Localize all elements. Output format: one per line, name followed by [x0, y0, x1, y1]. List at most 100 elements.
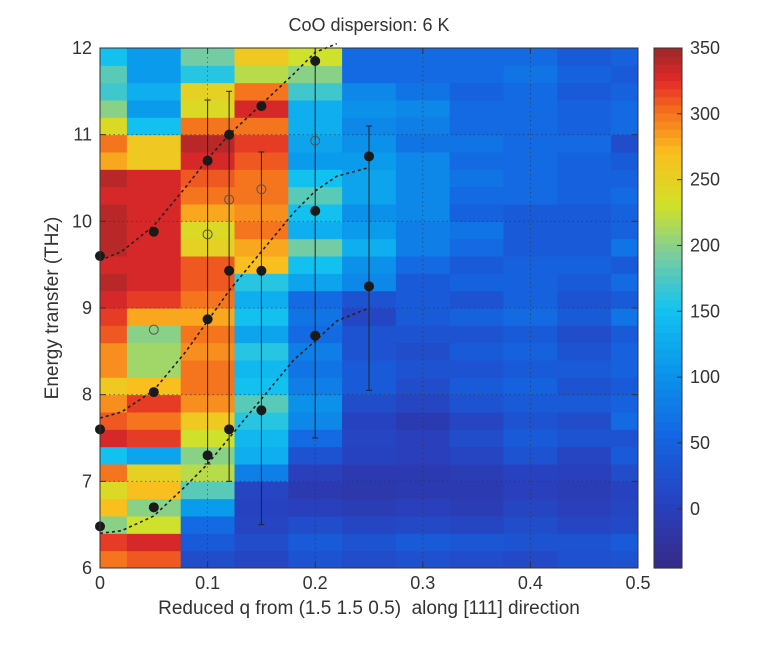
colorbar-segment	[654, 543, 682, 553]
heatmap-cell	[126, 342, 182, 361]
heatmap-cell	[557, 464, 612, 482]
heatmap-cell	[342, 533, 397, 552]
heatmap-cell	[611, 325, 639, 344]
heatmap-cell	[100, 464, 128, 482]
heatmap-cell	[503, 169, 558, 188]
heatmap-cell	[503, 186, 558, 205]
heatmap-cell	[126, 550, 182, 569]
heatmap-cell	[100, 533, 128, 552]
colorbar-tick-label: 0	[690, 499, 700, 519]
heatmap-cell	[611, 117, 639, 136]
y-tick-label: 11	[73, 125, 92, 145]
heatmap-cell	[557, 48, 612, 66]
heatmap-cell	[611, 498, 639, 517]
heatmap-cell	[126, 100, 182, 118]
colorbar-segment	[654, 186, 682, 195]
colorbar-segment	[654, 462, 682, 472]
chart-title: CoO dispersion: 6 K	[288, 15, 449, 35]
heatmap-cell	[342, 481, 397, 500]
colorbar-segment	[654, 169, 682, 179]
heatmap-cell	[234, 550, 289, 569]
colorbar-segment	[654, 478, 682, 488]
heatmap-cell	[100, 134, 128, 153]
heatmap-cell	[503, 204, 558, 222]
heatmap-cell	[100, 48, 128, 66]
colorbar-segment	[654, 535, 682, 545]
heatmap-cell	[342, 550, 397, 569]
heatmap-cell	[100, 550, 128, 569]
colorbar-segment	[654, 88, 682, 98]
heatmap-cell	[557, 204, 612, 222]
heatmap-cell	[557, 152, 612, 170]
colorbar-segment	[654, 308, 682, 317]
heatmap-cell	[342, 429, 397, 448]
heatmap-cell	[449, 238, 504, 257]
colorbar-segment	[654, 96, 682, 106]
colorbar-segment	[654, 340, 682, 350]
heatmap-cell	[100, 429, 128, 448]
heatmap-cell	[234, 82, 289, 101]
heatmap-cell	[126, 186, 182, 205]
heatmap-cell	[288, 533, 343, 552]
heatmap-cell	[126, 204, 182, 222]
heatmap-cell	[395, 533, 451, 552]
colorbar-tick-label: 250	[690, 170, 720, 190]
colorbar-tick-label: 150	[690, 301, 720, 321]
heatmap-cell	[503, 429, 558, 448]
data-point	[148, 226, 159, 237]
data-point	[224, 265, 235, 276]
colorbar-segment	[654, 454, 682, 463]
heatmap-cell	[503, 65, 558, 84]
heatmap-cell	[611, 100, 639, 118]
heatmap-cell	[557, 134, 612, 153]
heatmap-cell	[100, 481, 128, 500]
heatmap-cell	[100, 394, 128, 413]
heatmap-cell	[449, 481, 504, 500]
colorbar-segment	[654, 316, 682, 325]
colorbar-segment	[654, 194, 682, 203]
heatmap-cell	[557, 550, 612, 569]
heatmap-cell	[557, 100, 612, 118]
data-point	[202, 314, 213, 325]
heatmap-cell	[395, 117, 451, 136]
heatmap-cell	[611, 204, 639, 222]
heatmap-cell	[126, 412, 182, 430]
heatmap-cell	[395, 48, 451, 66]
colorbar-segment	[654, 259, 682, 268]
colorbar-segment	[654, 104, 682, 114]
heatmap-cell	[557, 533, 612, 552]
heatmap-cell	[449, 256, 504, 274]
heatmap-cell	[557, 117, 612, 136]
heatmap-cell	[449, 152, 504, 170]
colorbar-segment	[654, 470, 682, 480]
heatmap-cell	[126, 152, 182, 170]
heatmap-cell	[342, 82, 397, 101]
heatmap-cell	[342, 100, 397, 118]
y-tick-label: 7	[82, 471, 92, 491]
heatmap-cell	[449, 325, 504, 344]
heatmap-cell	[611, 273, 639, 292]
heatmap-cell	[395, 290, 451, 309]
heatmap-layer	[100, 48, 639, 569]
heatmap-cell	[449, 533, 504, 552]
heatmap-cell	[126, 516, 182, 534]
heatmap-cell	[503, 342, 558, 361]
heatmap-cell	[503, 221, 558, 240]
heatmap-cell	[395, 325, 451, 344]
heatmap-cell	[288, 446, 343, 465]
heatmap-cell	[342, 394, 397, 413]
colorbar: 0 50 100 150 200 250 300 350	[653, 38, 720, 569]
open-marker	[310, 135, 321, 146]
heatmap-cell	[611, 412, 639, 430]
colorbar-segment	[654, 243, 682, 252]
data-point	[202, 450, 213, 461]
heatmap-cell	[557, 82, 612, 101]
x-axis-ticks: 0 0.1 0.2 0.3 0.4 0.5	[95, 48, 651, 593]
heatmap-cell	[126, 308, 182, 326]
heatmap-cell	[611, 446, 639, 465]
heatmap-cell	[557, 221, 612, 240]
heatmap-cell	[234, 134, 289, 153]
colorbar-segment	[654, 486, 682, 496]
colorbar-segment	[654, 72, 682, 82]
data-point	[224, 424, 235, 435]
